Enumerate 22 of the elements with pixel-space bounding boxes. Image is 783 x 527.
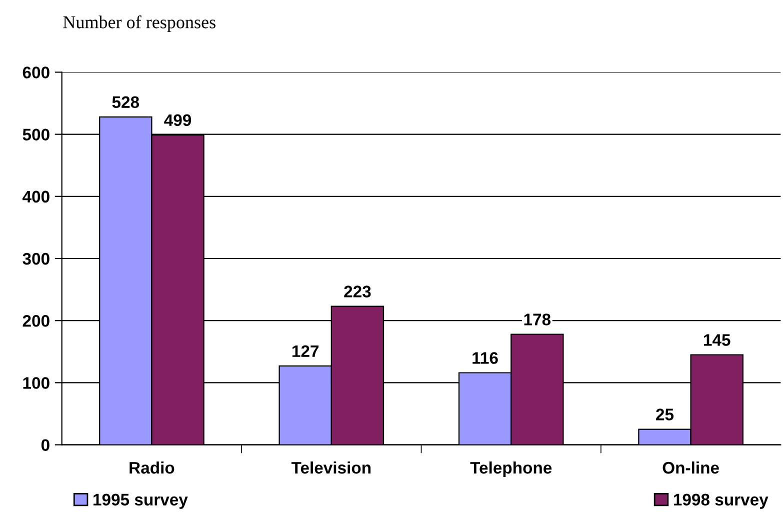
y-tick-label: 0 xyxy=(41,439,50,451)
y-tick-label: 300 xyxy=(22,252,50,265)
x-tick-label: Telephone xyxy=(470,461,552,477)
x-tick-label: Radio xyxy=(130,461,174,474)
y-tick-label: 200 xyxy=(22,314,50,327)
data-label: 116 xyxy=(472,352,498,364)
y-tick-label: 100 xyxy=(23,377,50,389)
data-label: 25 xyxy=(656,408,674,420)
legend-label: 1995 survey xyxy=(94,494,188,509)
x-tick-label: Television xyxy=(291,461,371,474)
data-label: 223 xyxy=(344,286,371,298)
data-label: 528 xyxy=(112,96,140,108)
y-tick-label: 600 xyxy=(22,66,50,78)
legend-label: 1998 survey xyxy=(674,494,768,509)
data-label: 127 xyxy=(292,345,319,357)
y-tick-label: 500 xyxy=(22,128,50,140)
y-tick-label: 400 xyxy=(22,190,50,203)
chart-title: Number of responses xyxy=(63,15,216,32)
data-label: 178 xyxy=(524,314,551,326)
x-tick-label: On-line xyxy=(662,461,719,474)
data-label: 145 xyxy=(704,334,730,346)
data-label: 499 xyxy=(164,114,192,126)
